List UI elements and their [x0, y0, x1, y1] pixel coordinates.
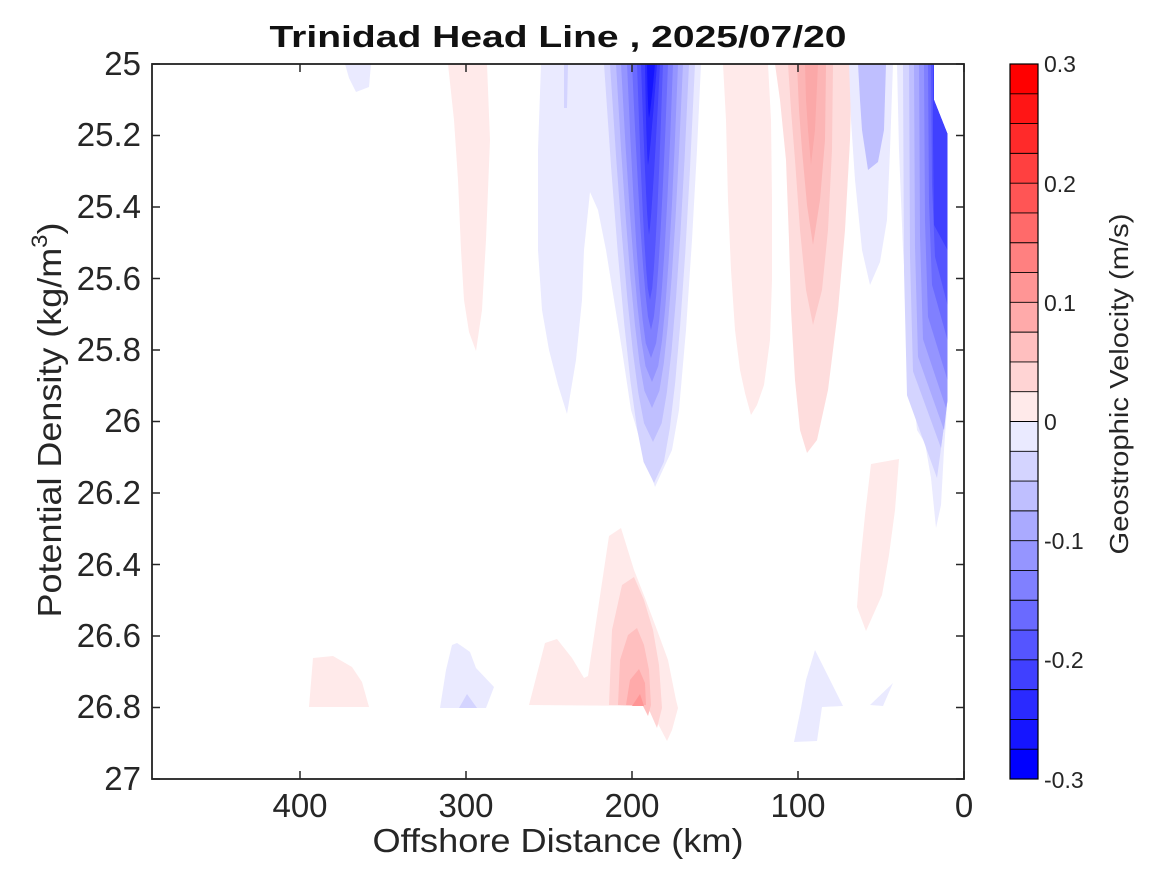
svg-text:25.4: 25.4 — [77, 188, 141, 225]
svg-text:0: 0 — [955, 787, 973, 824]
svg-text:400: 400 — [272, 787, 327, 824]
svg-text:Geostrophic Velocity (m/s): Geostrophic Velocity (m/s) — [1104, 214, 1134, 555]
svg-text:300: 300 — [438, 787, 493, 824]
svg-text:-0.3: -0.3 — [1044, 767, 1084, 793]
svg-text:-0.1: -0.1 — [1044, 528, 1084, 554]
svg-text:0.3: 0.3 — [1044, 51, 1076, 77]
svg-text:25.6: 25.6 — [77, 260, 141, 297]
svg-text:26.6: 26.6 — [77, 617, 141, 654]
svg-text:200: 200 — [604, 787, 659, 824]
svg-text:25: 25 — [104, 45, 141, 82]
svg-text:0.1: 0.1 — [1044, 290, 1076, 316]
svg-text:26.2: 26.2 — [77, 474, 141, 511]
svg-text:0: 0 — [1044, 409, 1057, 435]
svg-text:25.2: 25.2 — [77, 116, 141, 153]
svg-text:Potential Density (kg/m3): Potential Density (kg/m3) — [27, 222, 68, 617]
svg-text:26.4: 26.4 — [77, 546, 141, 583]
svg-text:-0.2: -0.2 — [1044, 647, 1084, 673]
svg-text:Offshore Distance (km): Offshore Distance (km) — [373, 822, 744, 859]
svg-text:26: 26 — [104, 402, 141, 439]
svg-text:100: 100 — [770, 787, 825, 824]
svg-text:0.2: 0.2 — [1044, 171, 1076, 197]
svg-text:25.8: 25.8 — [77, 331, 141, 368]
svg-text:26.8: 26.8 — [77, 688, 141, 725]
svg-text:Trinidad Head Line , 2025/07/2: Trinidad Head Line , 2025/07/20 — [270, 19, 847, 54]
svg-text:27: 27 — [104, 760, 141, 797]
